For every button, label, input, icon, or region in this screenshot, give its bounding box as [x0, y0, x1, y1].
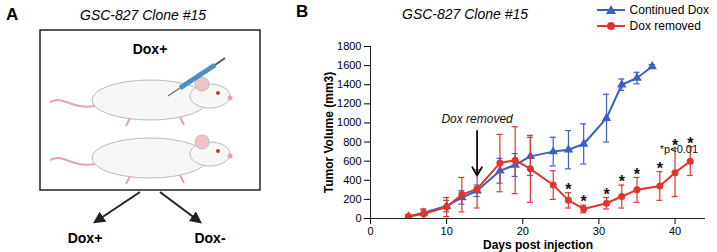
- svg-text:40: 40: [669, 225, 681, 237]
- svg-text:Days post injection: Days post injection: [483, 238, 593, 252]
- svg-text:*: *: [687, 135, 694, 152]
- svg-text:GSC-827 Clone #15: GSC-827 Clone #15: [80, 7, 206, 23]
- svg-text:Tumor Volume (mm3): Tumor Volume (mm3): [322, 72, 336, 194]
- svg-text:1800: 1800: [337, 40, 361, 52]
- svg-text:*: *: [672, 137, 679, 154]
- svg-text:200: 200: [343, 193, 361, 205]
- svg-text:20: 20: [517, 225, 529, 237]
- svg-text:1400: 1400: [337, 78, 361, 90]
- svg-text:*p<0.01: *p<0.01: [659, 143, 699, 156]
- svg-text:Dox+: Dox+: [68, 230, 103, 246]
- svg-text:1600: 1600: [337, 59, 361, 71]
- svg-text:Dox+: Dox+: [133, 41, 168, 57]
- svg-text:1000: 1000: [337, 116, 361, 128]
- html-text:B: B: [296, 2, 309, 21]
- svg-text:1200: 1200: [337, 97, 361, 109]
- html-text:Continued Dox: Continued Dox: [629, 3, 709, 17]
- html-text:Dox removed: Dox removed: [629, 19, 701, 33]
- svg-text:*: *: [565, 181, 572, 198]
- svg-text:*: *: [634, 166, 641, 183]
- svg-text:600: 600: [343, 155, 361, 167]
- svg-text:800: 800: [343, 136, 361, 148]
- svg-text:10: 10: [441, 225, 453, 237]
- svg-text:*: *: [657, 160, 664, 177]
- html-text:GSC-827 Clone #15: GSC-827 Clone #15: [402, 6, 529, 22]
- svg-text:A: A: [6, 5, 18, 24]
- svg-text:*: *: [603, 186, 610, 203]
- svg-text:0: 0: [367, 225, 373, 237]
- svg-text:Dox removed: Dox removed: [441, 112, 513, 126]
- svg-text:*: *: [619, 173, 626, 190]
- svg-text:Dox-: Dox-: [194, 230, 225, 246]
- svg-text:30: 30: [593, 225, 605, 237]
- svg-text:*: *: [581, 193, 588, 210]
- svg-text:400: 400: [343, 174, 361, 186]
- svg-text:0: 0: [355, 212, 361, 224]
